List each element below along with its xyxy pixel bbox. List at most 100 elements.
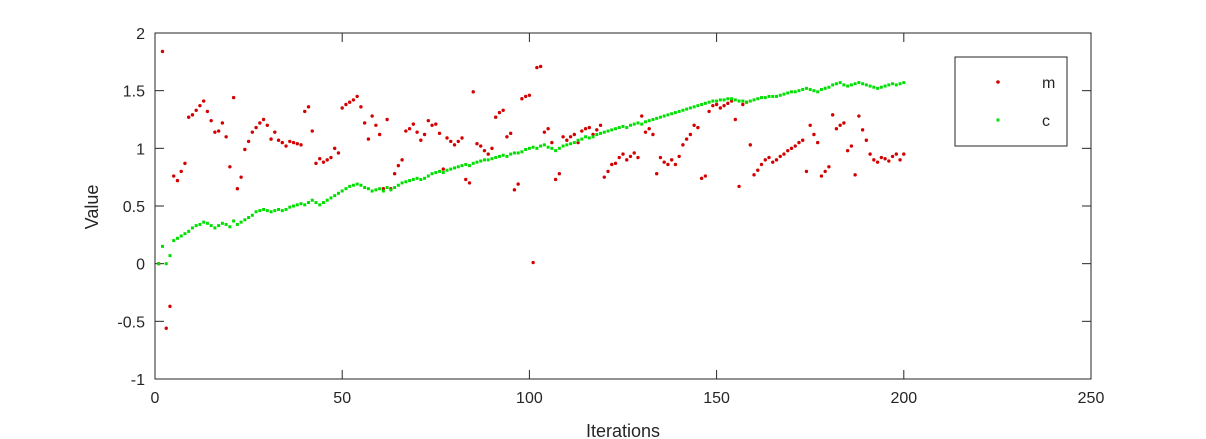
data-point-c xyxy=(733,98,737,102)
data-point-c xyxy=(157,262,161,266)
data-point-c xyxy=(239,220,243,224)
data-point-c xyxy=(610,128,614,132)
data-point-m xyxy=(606,169,610,174)
data-point-c xyxy=(715,99,719,103)
data-point-m xyxy=(404,129,408,133)
data-point-c xyxy=(524,147,528,151)
data-point-c xyxy=(262,207,266,211)
y-tick-label: -1 xyxy=(131,372,145,389)
data-point-m xyxy=(228,165,232,169)
data-point-m xyxy=(842,121,846,125)
data-point-m xyxy=(849,144,854,148)
data-point-c xyxy=(527,146,531,150)
data-point-c xyxy=(505,154,509,158)
data-point-c xyxy=(775,94,779,98)
data-point-m xyxy=(246,139,251,144)
data-point-c xyxy=(486,158,490,162)
data-point-m xyxy=(636,155,640,160)
data-point-c xyxy=(576,138,580,142)
data-point-c xyxy=(580,137,584,141)
data-point-c xyxy=(599,131,603,135)
x-tick-label: 50 xyxy=(333,390,351,407)
data-point-c xyxy=(423,176,427,180)
data-point-m xyxy=(830,113,835,117)
y-tick-label: 0.5 xyxy=(123,199,145,216)
data-point-m xyxy=(819,174,824,178)
y-tick-label: 0 xyxy=(136,257,145,274)
data-point-m xyxy=(699,176,704,181)
data-point-m xyxy=(789,146,794,151)
data-point-m xyxy=(853,173,857,177)
data-point-m xyxy=(598,123,603,127)
data-point-c xyxy=(857,81,861,85)
data-point-c xyxy=(546,145,550,149)
data-point-c xyxy=(625,126,629,130)
data-point-c xyxy=(542,143,546,147)
data-point-c xyxy=(213,226,217,230)
data-point-c xyxy=(411,177,415,181)
data-point-c xyxy=(295,203,299,207)
legend: mc xyxy=(954,56,1068,147)
data-point-m xyxy=(565,138,569,142)
x-axis: 0 50 100 150 200 250 xyxy=(151,33,1104,407)
data-point-m xyxy=(392,172,397,176)
data-point-m xyxy=(718,106,723,110)
data-point-m xyxy=(179,169,183,174)
data-point-c xyxy=(359,183,363,187)
data-point-m xyxy=(692,123,696,127)
data-point-c xyxy=(902,81,906,85)
data-point-c xyxy=(374,188,378,192)
data-point-c xyxy=(314,201,318,205)
data-point-c xyxy=(531,145,535,149)
data-point-c xyxy=(288,205,292,209)
data-point-c xyxy=(606,129,610,133)
data-point-m xyxy=(201,99,206,103)
data-point-m xyxy=(213,130,217,134)
data-point-m xyxy=(318,157,322,161)
x-tick-label: 150 xyxy=(703,390,730,407)
data-point-m xyxy=(370,114,374,118)
data-point-c xyxy=(621,124,625,128)
data-point-m xyxy=(475,142,479,146)
data-point-c xyxy=(460,164,464,168)
data-point-c xyxy=(187,229,191,233)
data-point-c xyxy=(224,222,228,226)
data-point-m xyxy=(482,148,487,153)
data-point-c xyxy=(587,136,591,140)
data-point-c xyxy=(250,213,254,217)
data-point-m xyxy=(647,127,651,131)
data-point-m xyxy=(580,129,584,133)
data-point-c xyxy=(823,86,827,90)
data-point-c xyxy=(640,122,644,126)
data-point-c xyxy=(307,201,311,205)
x-tick-label: 200 xyxy=(890,390,917,407)
data-point-m xyxy=(520,97,524,101)
data-point-c xyxy=(202,220,206,224)
data-point-m xyxy=(801,138,805,142)
data-point-m xyxy=(231,95,236,100)
data-point-m xyxy=(681,143,685,147)
data-point-m xyxy=(572,132,577,137)
y-axis: -1 -0.5 0 0.5 1 1.5 2 xyxy=(117,26,1091,389)
data-point-c xyxy=(467,164,471,168)
data-point-c xyxy=(381,189,385,193)
data-point-c xyxy=(363,186,367,190)
data-point-m xyxy=(640,114,644,118)
data-point-m xyxy=(684,137,689,141)
data-point-m xyxy=(535,65,539,70)
data-point-c xyxy=(497,154,501,158)
y-tick-label: 2 xyxy=(136,26,145,43)
data-point-c xyxy=(838,81,842,85)
data-point-c xyxy=(430,172,434,176)
data-point-c xyxy=(501,153,505,157)
data-point-m xyxy=(168,304,172,309)
data-point-c xyxy=(876,86,880,90)
data-point-m xyxy=(415,130,419,134)
data-point-c xyxy=(617,126,621,130)
data-point-m xyxy=(767,155,771,160)
data-point-c xyxy=(258,209,262,213)
data-point-m xyxy=(329,155,333,160)
data-point-m xyxy=(336,151,341,155)
data-point-c xyxy=(688,106,692,110)
